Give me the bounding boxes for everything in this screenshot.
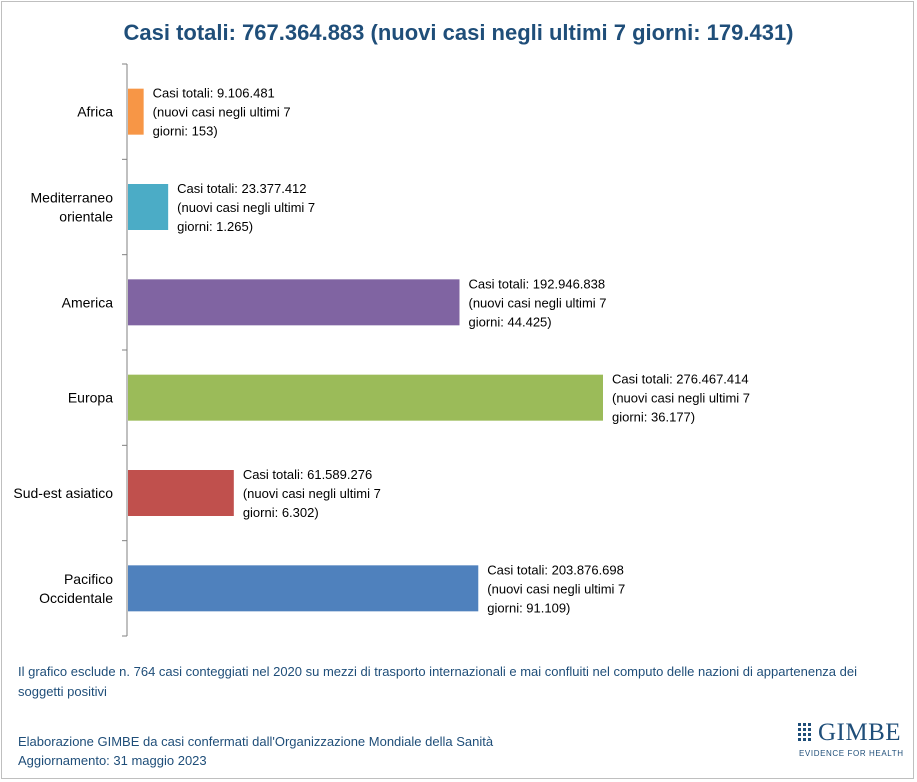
category-label-line: Occidentale (39, 590, 113, 606)
data-label-line: giorni: 1.265) (177, 219, 253, 234)
source-info: Elaborazione GIMBE da casi confermati da… (18, 732, 493, 770)
data-label: Casi totali: 23.377.412 (nuovi casi negli… (177, 181, 315, 234)
bar-2 (128, 279, 460, 326)
data-label-line: giorni: 153) (153, 124, 218, 139)
category-label-line: Mediterraneo (31, 190, 114, 206)
category-label: Africa (77, 104, 113, 120)
gimbe-logo: GIMBE EVIDENCE FOR HEALTH (798, 719, 904, 767)
category-label: Europa (68, 390, 113, 406)
data-label: Casi totali: 192.946.838 (nuovi casi negl… (469, 276, 607, 329)
data-label-line: Casi totali: 276.467.414 (612, 372, 749, 387)
bar-chart: Africa Casi totali: 9.106.481 (nuovi casi … (13, 63, 750, 637)
data-label-line: Casi totali: 203.876.698 (487, 562, 624, 577)
data-label-line: giorni: 91.109) (487, 600, 570, 615)
data-label-line: (nuovi casi negli ultimi 7 (612, 391, 750, 406)
logo-tagline: EVIDENCE FOR HEALTH (799, 749, 904, 758)
category-label: America (62, 294, 114, 310)
data-label-line: Casi totali: 192.946.838 (469, 276, 606, 291)
data-label-line: (nuovi casi negli ultimi 7 (177, 200, 315, 215)
data-label-line: giorni: 36.177) (612, 410, 695, 425)
data-label-line: Casi totali: 61.589.276 (243, 467, 372, 482)
category-label-line: Sud-est asiatico (13, 485, 113, 501)
data-label-line: (nuovi casi negli ultimi 7 (153, 105, 291, 120)
bar-1 (128, 184, 169, 230)
data-label-line: giorni: 44.425) (469, 314, 552, 329)
data-label: Casi totali: 9.106.481 (nuovi casi negli … (153, 86, 291, 139)
data-label-line: (nuovi casi negli ultimi 7 (487, 581, 625, 596)
bar-4 (128, 470, 234, 516)
category-label-line: Europa (68, 390, 113, 406)
category-label: Sud-est asiatico (13, 485, 113, 501)
data-label-line: Casi totali: 23.377.412 (177, 181, 306, 196)
category-label-line: America (62, 294, 114, 310)
bar-5 (128, 565, 479, 612)
logo-grid-icon (798, 723, 811, 741)
category-label: Pacifico Occidentale (39, 571, 113, 606)
data-label-line: Casi totali: 9.106.481 (153, 86, 275, 101)
category-label: Mediterraneo orientale (31, 190, 114, 225)
data-label: Casi totali: 276.467.414 (nuovi casi negl… (612, 372, 750, 425)
category-label-line: Pacifico (64, 571, 113, 587)
chart-title: Casi totali: 767.364.883 (nuovi casi neg… (123, 20, 794, 45)
category-label-line: orientale (59, 209, 113, 225)
data-label-line: giorni: 6.302) (243, 505, 319, 520)
data-label-line: (nuovi casi negli ultimi 7 (243, 486, 381, 501)
bar-0 (128, 88, 144, 135)
logo-name: GIMBE (818, 719, 902, 746)
bar-3 (128, 374, 603, 421)
data-label: Casi totali: 203.876.698 (nuovi casi negl… (487, 562, 625, 615)
data-label: Casi totali: 61.589.276 (nuovi casi negli… (243, 467, 381, 520)
category-label-line: Africa (77, 104, 113, 120)
data-label-line: (nuovi casi negli ultimi 7 (469, 295, 607, 310)
update-date: Aggiornamento: 31 maggio 2023 (18, 753, 207, 768)
source-credit: Elaborazione GIMBE da casi confermati da… (18, 734, 494, 749)
chart-note: Il grafico esclude n. 764 casi conteggia… (18, 664, 858, 699)
